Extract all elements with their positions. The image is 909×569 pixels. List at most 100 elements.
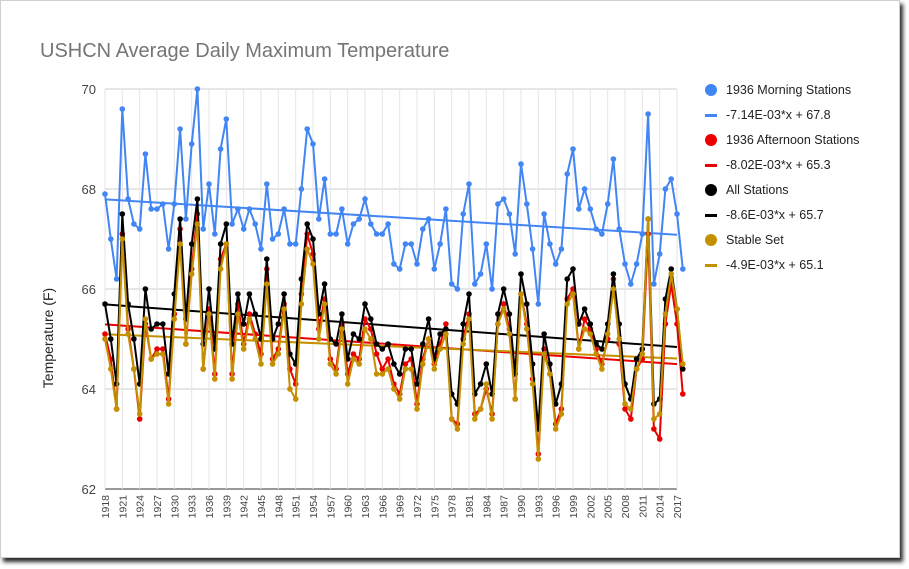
data-point [368, 336, 374, 342]
data-point [385, 356, 391, 362]
data-point [656, 436, 663, 442]
legend-entry-stable[interactable]: Stable Set [705, 230, 784, 250]
data-point [373, 341, 380, 347]
data-point [628, 416, 634, 422]
data-point [113, 276, 120, 282]
legend-label: -8.02E-03*x + 65.3 [726, 158, 831, 172]
data-point [235, 311, 241, 317]
data-point [656, 251, 663, 257]
x-tick-label: 1945 [256, 495, 268, 519]
data-point [281, 206, 287, 212]
data-point [466, 291, 472, 297]
data-point [142, 151, 149, 157]
data-point [402, 241, 409, 247]
data-point [593, 226, 599, 232]
data-point [645, 111, 651, 117]
legend-label: -8.6E-03*x + 65.7 [726, 208, 824, 222]
data-point [500, 301, 507, 307]
data-point [356, 216, 363, 222]
trendline [104, 198, 678, 236]
data-point [373, 231, 380, 237]
data-point [593, 341, 599, 347]
data-point [570, 146, 576, 152]
legend-entry-morning[interactable]: 1936 Morning Stations [705, 80, 851, 100]
x-tick-label: 1999 [568, 495, 580, 519]
data-point [547, 241, 553, 247]
data-point [102, 191, 108, 197]
data-point [616, 336, 622, 342]
data-point [275, 321, 282, 327]
data-point [506, 331, 513, 337]
data-point [327, 231, 334, 237]
data-point [287, 386, 293, 392]
data-point [662, 311, 669, 317]
x-tick-label: 1966 [377, 495, 389, 519]
data-point [108, 336, 114, 342]
data-point [599, 366, 605, 372]
data-point [165, 246, 172, 252]
data-point [160, 346, 166, 352]
data-point [344, 241, 351, 247]
trendline [104, 333, 678, 360]
data-point [362, 196, 368, 202]
data-point [102, 301, 108, 307]
data-point [344, 356, 351, 362]
data-point [547, 371, 553, 377]
data-point [524, 326, 530, 332]
data-point [119, 236, 126, 242]
data-point [310, 261, 316, 267]
data-point [310, 141, 316, 147]
data-point [651, 426, 657, 432]
data-point [512, 396, 518, 402]
data-point [443, 321, 449, 327]
data-point [136, 416, 143, 422]
data-point [183, 341, 189, 347]
legend-entry-all[interactable]: All Stations [705, 180, 789, 200]
data-point [119, 106, 126, 112]
data-point [240, 226, 247, 232]
legend-entry-all-trend[interactable]: -8.6E-03*x + 65.7 [705, 205, 824, 225]
data-point [252, 221, 258, 227]
data-point [564, 301, 570, 307]
data-point [154, 346, 160, 352]
data-point [454, 286, 461, 292]
data-point [217, 241, 224, 247]
data-point [570, 291, 576, 297]
x-tick-label: 1993 [533, 495, 545, 519]
data-point [368, 221, 374, 227]
data-point [425, 316, 432, 322]
data-point [223, 116, 230, 122]
data-point [252, 336, 258, 342]
data-point [333, 371, 339, 377]
data-point [333, 341, 339, 347]
data-point [206, 286, 212, 292]
data-point [304, 221, 311, 227]
data-point [587, 321, 594, 327]
data-point [269, 236, 276, 242]
legend-entry-afternoon-trend[interactable]: -8.02E-03*x + 65.3 [705, 155, 831, 175]
data-point [680, 391, 686, 397]
data-point [200, 226, 206, 232]
data-point [217, 266, 224, 272]
data-point [264, 281, 270, 287]
data-point [656, 411, 663, 417]
data-point [240, 321, 247, 327]
data-point [339, 311, 345, 317]
legend-entry-morning-trend[interactable]: -7.14E-03*x + 67.8 [705, 105, 831, 125]
data-point [396, 396, 403, 402]
data-point [373, 351, 380, 357]
data-point [154, 351, 160, 357]
data-point [616, 226, 622, 232]
data-point [142, 316, 149, 322]
data-point [581, 316, 588, 322]
legend-entry-afternoon[interactable]: 1936 Afternoon Stations [705, 130, 859, 150]
x-tick-label: 1954 [308, 495, 320, 519]
data-point [171, 316, 178, 322]
legend-label: -7.14E-03*x + 67.8 [726, 108, 831, 122]
data-point [223, 221, 230, 227]
data-point [108, 236, 114, 242]
data-point [350, 331, 357, 337]
legend-entry-stable-trend[interactable]: -4.9E-03*x + 65.1 [705, 255, 824, 275]
data-point [668, 266, 674, 272]
